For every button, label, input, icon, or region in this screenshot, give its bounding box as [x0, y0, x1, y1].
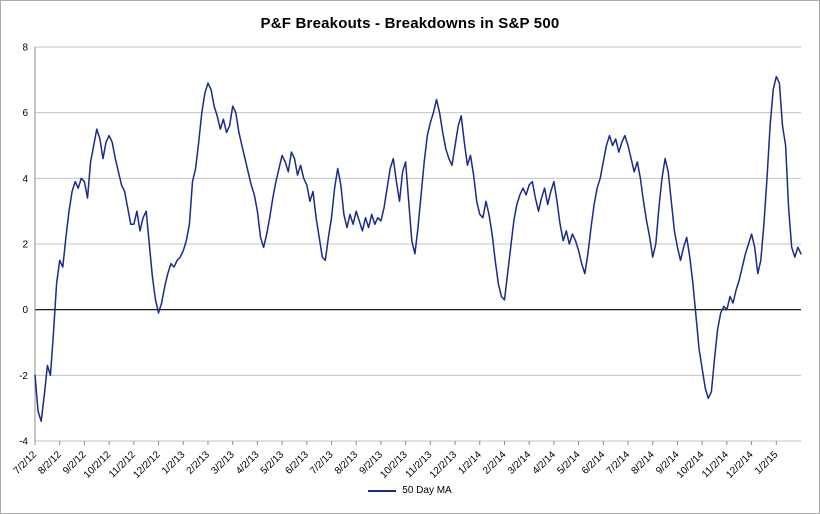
x-tick-label: 1/2/14 — [456, 449, 484, 477]
x-tick-label: 2/2/13 — [185, 449, 213, 477]
x-tick-label: 7/2/13 — [308, 449, 336, 477]
x-tick-label: 8/2/12 — [36, 449, 64, 477]
y-tick-label: 8 — [22, 43, 28, 54]
x-tick-label: 12/2/14 — [724, 449, 756, 481]
x-tick-label: 5/2/14 — [555, 449, 583, 477]
x-tick-label: 3/2/13 — [209, 449, 237, 477]
x-tick-label: 7/2/12 — [12, 449, 40, 477]
chart-legend: 50 Day MA — [1, 485, 819, 496]
x-tick-label: 3/2/14 — [506, 449, 534, 477]
x-tick-label: 7/2/14 — [605, 449, 633, 477]
series-line-50-day-ma — [34, 75, 802, 423]
y-tick-label: 0 — [22, 305, 28, 316]
x-tick-label: 10/2/14 — [675, 449, 707, 481]
x-tick-label: 1/2/13 — [160, 449, 188, 477]
y-tick-label: 2 — [22, 240, 28, 251]
chart-title: P&F Breakouts - Breakdowns in S&P 500 — [260, 15, 560, 32]
x-tick-label: 6/2/14 — [580, 449, 608, 477]
y-tick-label: 6 — [22, 108, 28, 119]
x-tick-label: 4/2/13 — [234, 449, 262, 477]
x-tick-label: 5/2/13 — [259, 449, 287, 477]
x-tick-label: 1/2/15 — [753, 449, 781, 477]
x-tick-label: 8/2/14 — [629, 449, 657, 477]
y-tick-label: -4 — [19, 437, 28, 448]
x-tick-label: 4/2/14 — [531, 449, 559, 477]
x-tick-label: 6/2/13 — [283, 449, 311, 477]
legend-label: 50 Day MA — [402, 485, 452, 496]
legend-line-swatch — [368, 489, 397, 492]
y-tick-label: 4 — [22, 174, 28, 185]
x-tick-label: 12/2/12 — [131, 449, 163, 481]
x-tick-label: 12/2/13 — [428, 449, 460, 481]
y-tick-label: -2 — [19, 371, 28, 382]
x-tick-label: 8/2/13 — [333, 449, 361, 477]
x-tick-label: 10/2/13 — [378, 449, 410, 481]
x-tick-label: 10/2/12 — [82, 449, 114, 481]
x-tick-label: 2/2/14 — [481, 449, 509, 477]
